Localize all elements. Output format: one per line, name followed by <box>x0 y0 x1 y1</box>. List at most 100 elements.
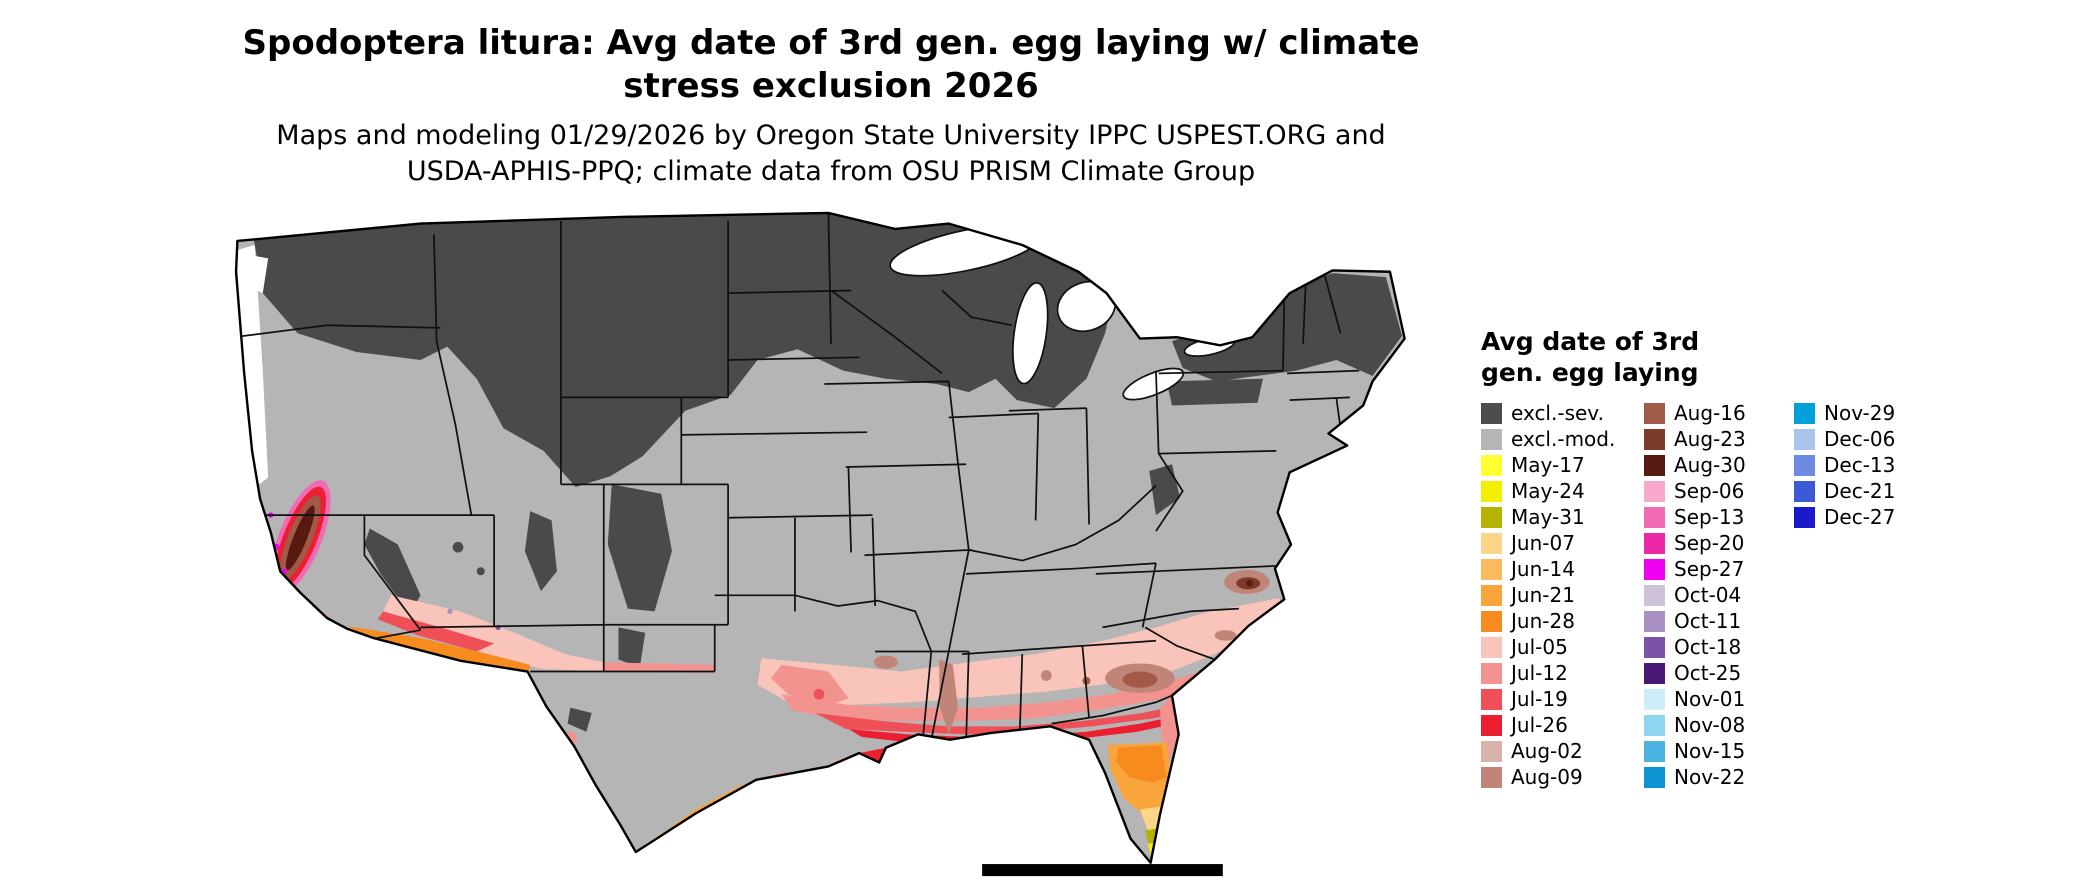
legend-swatch <box>1644 454 1665 476</box>
legend-entry: Sep-13 <box>1644 504 1794 530</box>
legend-label: Nov-01 <box>1674 687 1746 711</box>
page-title-line1: Spodoptera litura: Avg date of 3rd gen. … <box>242 23 1420 63</box>
legend-entry: Aug-23 <box>1644 426 1794 452</box>
legend-swatch <box>1794 402 1815 424</box>
legend-entry: Oct-11 <box>1644 608 1794 634</box>
page-subtitle-line2: USDA-APHIS-PPQ; climate data from OSU PR… <box>406 156 1256 187</box>
legend-swatch <box>1481 558 1502 580</box>
legend-swatch <box>1644 506 1665 528</box>
legend-label: Jun-21 <box>1511 583 1575 607</box>
legend-entry: Sep-27 <box>1644 556 1794 582</box>
legend-swatch <box>1481 740 1502 762</box>
legend-swatch <box>1481 636 1502 658</box>
legend-label: Oct-04 <box>1674 583 1742 607</box>
legend-swatch <box>1481 688 1502 710</box>
legend-label: Aug-02 <box>1511 739 1583 763</box>
legend-swatch <box>1644 688 1665 710</box>
legend-label: Sep-13 <box>1674 505 1745 529</box>
legend-swatch <box>1644 714 1665 736</box>
legend-entry: Oct-04 <box>1644 582 1794 608</box>
legend-entry: Aug-16 <box>1644 400 1794 426</box>
legend-label: Nov-22 <box>1674 765 1746 789</box>
legend-label: Aug-30 <box>1674 453 1746 477</box>
legend-entry: Jun-07 <box>1481 530 1644 556</box>
legend-entry: Dec-27 <box>1794 504 1895 530</box>
legend-entry: Sep-06 <box>1644 478 1794 504</box>
legend-swatch <box>1794 480 1815 502</box>
legend-column-1: excl.-sev. excl.-mod. May-17 May-24 May-31 Ju… <box>1481 400 1644 790</box>
legend-label: Jul-12 <box>1511 661 1568 685</box>
legend-title-line1: Avg date of 3rd <box>1481 327 1700 356</box>
legend-entry: Jul-26 <box>1481 712 1644 738</box>
legend-entry: May-17 <box>1481 452 1644 478</box>
legend-entry: Jun-14 <box>1481 556 1644 582</box>
legend-label: Oct-11 <box>1674 609 1742 633</box>
legend-label: Sep-06 <box>1674 479 1745 503</box>
legend-entry: Dec-21 <box>1794 478 1895 504</box>
legend-label: Jul-05 <box>1511 635 1568 659</box>
legend-entry: Aug-30 <box>1644 452 1794 478</box>
legend-entry: May-24 <box>1481 478 1644 504</box>
legend-swatch <box>1794 506 1815 528</box>
legend-swatch <box>1644 428 1665 450</box>
legend-label: Oct-25 <box>1674 661 1742 685</box>
legend-title: Avg date of 3rd gen. egg laying <box>1481 326 1895 388</box>
legend-entry: Sep-20 <box>1644 530 1794 556</box>
legend-swatch <box>1644 766 1665 788</box>
legend-swatch <box>1644 558 1665 580</box>
legend-entry: excl.-sev. <box>1481 400 1644 426</box>
legend-label: excl.-mod. <box>1511 427 1616 451</box>
legend-swatch <box>1481 662 1502 684</box>
legend-label: Jul-26 <box>1511 713 1568 737</box>
legend-label: excl.-sev. <box>1511 401 1604 425</box>
legend-label: Dec-21 <box>1824 479 1896 503</box>
legend-label: May-31 <box>1511 505 1585 529</box>
legend-label: Nov-29 <box>1824 401 1896 425</box>
legend-swatch <box>1644 402 1665 424</box>
legend-entry: Nov-01 <box>1644 686 1794 712</box>
legend-entry: Aug-09 <box>1481 764 1644 790</box>
legend-swatch <box>1481 714 1502 736</box>
legend-title-line2: gen. egg laying <box>1481 358 1699 387</box>
legend-entry: Jun-28 <box>1481 608 1644 634</box>
page-subtitle-line1: Maps and modeling 01/29/2026 by Oregon S… <box>276 120 1386 151</box>
page-subtitle: Maps and modeling 01/29/2026 by Oregon S… <box>181 118 1481 190</box>
legend-label: Aug-16 <box>1674 401 1746 425</box>
legend-label: Nov-15 <box>1674 739 1746 763</box>
legend-label: May-24 <box>1511 479 1585 503</box>
us-map-svg <box>234 211 1406 877</box>
legend-entry: May-31 <box>1481 504 1644 530</box>
legend-entry: Aug-02 <box>1481 738 1644 764</box>
legend-label: Sep-20 <box>1674 531 1745 555</box>
page-title-line2: stress exclusion 2026 <box>623 66 1039 106</box>
us-choropleth-map <box>220 210 1410 879</box>
legend-entry: Nov-29 <box>1794 400 1895 426</box>
legend-label: Aug-23 <box>1674 427 1746 451</box>
legend-entry: Dec-13 <box>1794 452 1895 478</box>
legend-column-3: Nov-29 Dec-06 Dec-13 Dec-21 Dec-27 <box>1794 400 1895 790</box>
bottom-bar <box>982 864 1223 877</box>
legend-entry: Jul-05 <box>1481 634 1644 660</box>
legend-swatch <box>1644 740 1665 762</box>
legend-label: Jun-07 <box>1511 531 1575 555</box>
legend-label: Jul-19 <box>1511 687 1568 711</box>
page-title: Spodoptera litura: Avg date of 3rd gen. … <box>181 22 1481 108</box>
legend-entry: Nov-22 <box>1644 764 1794 790</box>
legend-swatch <box>1481 506 1502 528</box>
legend-label: Dec-13 <box>1824 453 1896 477</box>
legend-entry: Jul-12 <box>1481 660 1644 686</box>
legend-swatch <box>1481 766 1502 788</box>
legend-entry: Jul-19 <box>1481 686 1644 712</box>
legend-entry: excl.-mod. <box>1481 426 1644 452</box>
legend-label: Dec-06 <box>1824 427 1896 451</box>
legend-swatch <box>1644 480 1665 502</box>
legend-label: Oct-18 <box>1674 635 1742 659</box>
legend-entry: Dec-06 <box>1794 426 1895 452</box>
legend-label: Aug-09 <box>1511 765 1583 789</box>
legend-column-2: Aug-16 Aug-23 Aug-30 Sep-06 Sep-13 Sep-20 Sep-… <box>1644 400 1794 790</box>
legend-entry: Jun-21 <box>1481 582 1644 608</box>
legend-label: Jun-28 <box>1511 609 1575 633</box>
legend-entry: Oct-18 <box>1644 634 1794 660</box>
legend-swatch <box>1481 454 1502 476</box>
legend-swatch <box>1644 584 1665 606</box>
